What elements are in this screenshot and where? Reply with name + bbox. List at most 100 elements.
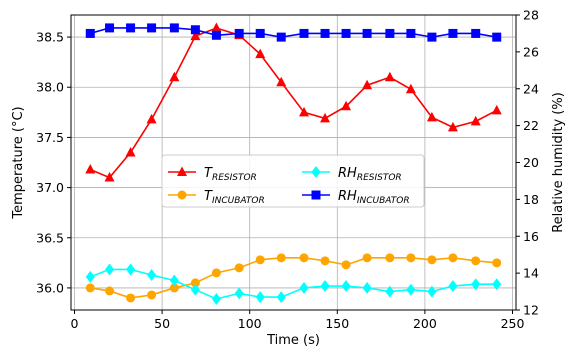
data-point	[255, 291, 265, 304]
data-point	[491, 104, 502, 115]
x-tick-label: 250	[501, 316, 525, 331]
series-line	[89, 27, 498, 179]
y-right-tick-label: 26	[523, 44, 539, 59]
data-point	[234, 287, 244, 300]
legend-label-sub: INCUBATOR	[212, 196, 265, 206]
data-point	[299, 28, 309, 38]
data-point	[85, 270, 95, 283]
data-point	[276, 253, 286, 263]
legend-box	[161, 154, 425, 208]
data-point	[427, 32, 437, 42]
data-point	[341, 100, 352, 111]
data-point	[190, 30, 201, 41]
y-left-tick-label: 38.0	[36, 80, 64, 95]
data-point	[255, 255, 265, 265]
legend-item: RHRESISTOR	[302, 166, 402, 183]
x-tick-label: 200	[413, 316, 437, 331]
y-right-tick-label: 16	[523, 229, 539, 244]
data-point	[320, 280, 330, 293]
data-point	[190, 278, 200, 288]
data-point	[211, 268, 221, 278]
series-layer	[85, 22, 502, 305]
x-tick-label: 100	[238, 316, 262, 331]
x-tick-label: 150	[325, 316, 349, 331]
legend-label-sub: RESISTOR	[357, 173, 402, 183]
y-right-tick-label: 24	[523, 81, 539, 96]
legend-marker	[177, 190, 187, 200]
legend-label: TINCUBATOR	[204, 189, 265, 206]
data-point	[448, 28, 458, 38]
data-point	[406, 28, 416, 38]
data-point	[255, 48, 266, 59]
data-point	[211, 22, 222, 33]
series-t-incubator	[85, 253, 502, 303]
data-point	[427, 255, 437, 265]
data-point	[341, 28, 351, 38]
legend-label: RHINCUBATOR	[338, 189, 410, 206]
y-right-tick-label: 14	[523, 266, 539, 281]
data-point	[211, 292, 221, 305]
data-point	[104, 172, 115, 182]
data-point	[492, 258, 502, 268]
data-point	[362, 79, 373, 90]
data-point	[190, 25, 200, 35]
data-point	[385, 253, 395, 263]
data-point	[85, 283, 95, 293]
data-point	[255, 28, 265, 38]
data-point	[362, 28, 372, 38]
y-axis-left-label: Temperature (°C)	[11, 106, 26, 219]
data-point	[234, 28, 244, 38]
data-point	[471, 256, 481, 266]
data-point	[406, 283, 416, 296]
data-point	[85, 28, 95, 38]
data-point	[299, 281, 309, 294]
legend-label: RHRESISTOR	[338, 166, 402, 183]
series-rh-incubator	[85, 23, 502, 42]
legend-label-main: RH	[338, 189, 357, 204]
data-point	[234, 263, 244, 273]
legend-marker	[177, 166, 187, 176]
legend-label-sub: RESISTOR	[212, 173, 257, 183]
data-point	[448, 280, 458, 293]
data-point	[405, 83, 416, 94]
legend-label: TRESISTOR	[204, 166, 257, 183]
data-point	[105, 23, 115, 33]
data-point	[126, 23, 136, 33]
data-point	[341, 260, 351, 270]
data-point	[299, 106, 310, 117]
data-point	[169, 71, 180, 82]
data-point	[276, 291, 286, 304]
legend-label-sub: INCUBATOR	[357, 196, 410, 206]
axis-ticks: 0 50 100 150 200 250 36.0 36.5 37.0 37.5 38.0 38.5 1…	[36, 8, 539, 332]
data-point	[384, 71, 395, 82]
y-right-tick-label: 18	[523, 192, 539, 207]
data-point	[492, 32, 502, 42]
data-point	[385, 28, 395, 38]
y-right-tick-label: 20	[523, 155, 539, 170]
legend-marker	[311, 190, 321, 200]
data-point	[276, 76, 287, 87]
data-point	[147, 268, 157, 281]
data-point	[471, 28, 481, 38]
data-point	[105, 286, 115, 296]
data-point	[126, 293, 136, 303]
series-rh-resistor	[85, 263, 502, 305]
y-right-tick-label: 28	[523, 8, 539, 23]
data-point	[427, 285, 437, 298]
series-t-resistor	[85, 22, 502, 182]
legend-item: RHINCUBATOR	[302, 189, 410, 206]
data-point	[147, 290, 157, 300]
data-point	[276, 32, 286, 42]
x-tick-label: 0	[71, 316, 79, 331]
data-point	[126, 263, 136, 276]
data-point	[190, 283, 200, 296]
y-right-tick-label: 22	[523, 118, 539, 133]
legend-item: TINCUBATOR	[168, 189, 265, 206]
data-point	[492, 278, 502, 291]
data-point	[147, 23, 157, 33]
data-point	[362, 281, 372, 294]
data-point	[146, 113, 157, 124]
data-point	[385, 285, 395, 298]
legend-label-main: T	[204, 166, 213, 181]
